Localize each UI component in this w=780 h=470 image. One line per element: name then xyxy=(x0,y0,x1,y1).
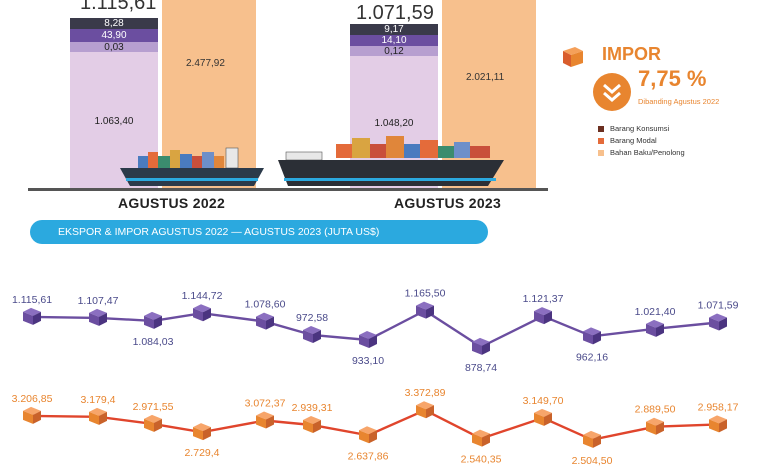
impor-data-label: 2.729,4 xyxy=(184,447,219,459)
ekspor-data-label: 962,16 xyxy=(576,351,608,363)
year-label-2022: AGUSTUS 2022 xyxy=(118,195,226,211)
impor-percent: 7,75 % xyxy=(638,66,707,91)
impor-data-point xyxy=(256,411,274,429)
impor-data-label: 2.889,50 xyxy=(635,404,676,416)
impor-data-point xyxy=(193,423,211,441)
ekspor-data-label: 1.071,59 xyxy=(698,299,739,311)
legend-label-bahan-baku: Bahan Baku/Penolong xyxy=(610,148,685,157)
ekspor-segment-2023-2: 14,10 xyxy=(350,35,438,46)
legend-swatch-bahan-baku xyxy=(598,149,604,156)
impor-data-label: 3.149,70 xyxy=(523,395,564,407)
legend-label-konsumsi: Barang Konsumsi xyxy=(610,124,670,133)
chart-title-pill: EKSPOR & IMPOR AGUSTUS 2022 — AGUSTUS 20… xyxy=(30,220,488,244)
ekspor-segment-2022-3: 0,03 xyxy=(70,42,158,53)
ekspor-data-point xyxy=(256,312,274,330)
line-charts: 1.115,61 1.107,47 1.084,03 1.144,72 1.078,60… xyxy=(12,288,739,467)
legend-item-modal: Barang Modal xyxy=(598,136,657,145)
ekspor-segment-2022-1: 8,28 xyxy=(70,18,158,29)
ekspor-data-point xyxy=(303,326,321,344)
container-icon xyxy=(563,47,583,67)
ekspor-data-label: 1.121,37 xyxy=(523,293,564,305)
ekspor-data-point xyxy=(193,304,211,322)
impor-data-label: 3.206,85 xyxy=(12,393,53,405)
ekspor-data-point xyxy=(472,337,490,355)
year-label-2023: AGUSTUS 2023 xyxy=(394,195,502,211)
impor-data-point xyxy=(359,426,377,444)
ekspor-data-point xyxy=(89,308,107,326)
impor-data-label: 2.540,35 xyxy=(461,454,502,466)
chevron-down-circle-icon xyxy=(593,73,631,111)
ekspor-segment-2023-1: 9,17 xyxy=(350,24,438,35)
impor-data-label: 2.637,86 xyxy=(348,450,389,462)
impor-data-label: 2.939,31 xyxy=(292,402,333,414)
impor-data-point xyxy=(144,414,162,432)
ekspor-data-point xyxy=(144,311,162,329)
impor-data-label: 3.072,37 xyxy=(245,397,286,409)
ekspor-data-label: 1.021,40 xyxy=(635,306,676,318)
ekspor-data-label: 878,74 xyxy=(465,362,497,374)
cargo-ship-2023-icon xyxy=(278,136,504,186)
baseline xyxy=(28,188,548,191)
impor-data-point xyxy=(534,408,552,426)
impor-data-label: 2.971,55 xyxy=(133,401,174,413)
impor-title: IMPOR xyxy=(602,44,662,64)
ekspor-data-point xyxy=(709,313,727,331)
ekspor-segment-2023-3: 0,12 xyxy=(350,46,438,57)
impor-data-point xyxy=(472,429,490,447)
ekspor-total-2023: 1.071,59 xyxy=(356,2,434,24)
ekspor-data-label: 1.144,72 xyxy=(182,290,223,302)
ekspor-data-point xyxy=(583,327,601,345)
ekspor-data-point xyxy=(646,319,664,337)
impor-data-point xyxy=(416,401,434,419)
ekspor-data-label: 1.078,60 xyxy=(245,299,286,311)
ekspor-total-2022: 1.115,61 xyxy=(80,0,157,14)
impor-data-point xyxy=(646,417,664,435)
ekspor-data-point xyxy=(534,307,552,325)
ekspor-data-label: 972,58 xyxy=(296,312,328,324)
impor-value-2023: 2.021,11 xyxy=(466,72,505,83)
legend-swatch-modal xyxy=(598,137,604,144)
impor-subtitle: Dibanding Agustus 2022 xyxy=(638,97,720,106)
impor-data-point xyxy=(89,407,107,425)
impor-data-label: 3.372,89 xyxy=(405,387,446,399)
legend-swatch-konsumsi xyxy=(598,125,604,132)
ekspor-data-label: 1.165,50 xyxy=(405,288,446,300)
ekspor-data-point xyxy=(359,331,377,349)
ekspor-segment-2022-2: 43,90 xyxy=(70,29,158,42)
legend-item-konsumsi: Barang Konsumsi xyxy=(598,124,669,133)
ekspor-data-label: 1.107,47 xyxy=(78,295,119,307)
impor-data-label: 2.504,50 xyxy=(572,455,613,467)
legend-label-modal: Barang Modal xyxy=(610,136,657,145)
impor-bar-2023: 2.021,11 xyxy=(442,0,536,190)
impor-data-point xyxy=(23,406,41,424)
ekspor-data-label: 1.115,61 xyxy=(12,294,52,306)
impor-data-point xyxy=(709,415,727,433)
impor-data-label: 3.179,4 xyxy=(80,394,115,406)
ekspor-data-label: 1.084,03 xyxy=(133,336,174,348)
impor-data-point xyxy=(583,430,601,448)
ekspor-data-point xyxy=(416,301,434,319)
ekspor-data-label: 933,10 xyxy=(352,355,384,367)
ekspor-data-point xyxy=(23,307,41,325)
cargo-ship-2022-icon xyxy=(120,147,264,186)
impor-value-2022: 2.477,92 xyxy=(186,58,225,69)
impor-data-label: 2.958,17 xyxy=(698,401,739,413)
impor-data-point xyxy=(303,416,321,434)
legend-item-bahan-baku: Bahan Baku/Penolong xyxy=(598,148,685,157)
